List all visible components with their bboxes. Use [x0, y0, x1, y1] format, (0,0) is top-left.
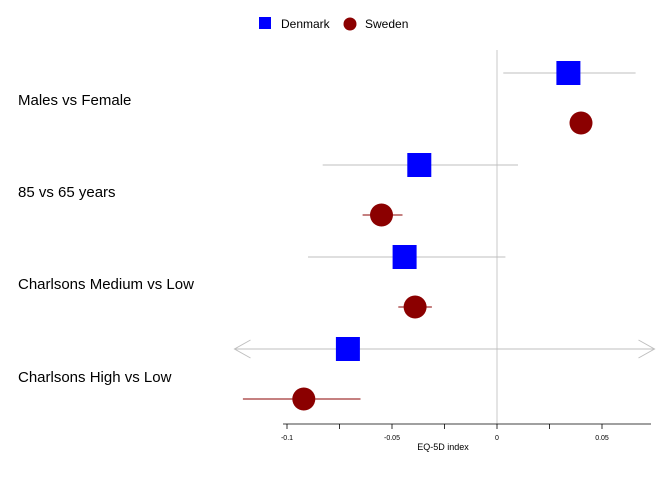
legend-denmark-swatch [259, 17, 271, 29]
legend-sweden-label: Sweden [365, 17, 408, 31]
denmark-charlsons-high-vs-low-ci-arrow-left [233, 339, 251, 359]
denmark-charlsons-medium-vs-low-estimate [392, 245, 417, 269]
x-tick-label-0: -0.1 [281, 435, 293, 442]
row-label-85-vs-65-years: 85 vs 65 years [18, 184, 116, 201]
denmark-85-vs-65-years-estimate [407, 153, 432, 177]
x-tick-label-3: 0.05 [595, 435, 609, 442]
x-axis-title: EQ-5D index [417, 442, 469, 452]
legend: Denmark Sweden [259, 17, 408, 31]
x-tick-label-1: -0.05 [384, 435, 400, 442]
plot-marks [233, 61, 656, 411]
x-tick-label-2: 0 [495, 435, 499, 442]
legend-denmark-label: Denmark [281, 17, 331, 31]
denmark-charlsons-high-vs-low-ci-arrow-right [638, 339, 656, 359]
row-label-charlsons-high-vs-low: Charlsons High vs Low [18, 369, 172, 386]
x-axis-ticks: -0.1 -0.05 0 0.05 [281, 424, 609, 442]
row-label-charlsons-medium-vs-low: Charlsons Medium vs Low [18, 276, 194, 293]
row-label-males-vs-female: Males vs Female [18, 92, 131, 109]
row-labels: Males vs Female 85 vs 65 years Charlsons… [18, 92, 194, 386]
x-axis: -0.1 -0.05 0 0.05 EQ-5D index [281, 423, 651, 452]
sweden-males-vs-female-estimate [569, 111, 593, 135]
sweden-charlsons-high-vs-low-estimate [292, 387, 316, 411]
sweden-85-vs-65-years-estimate [370, 203, 393, 227]
legend-sweden-swatch [343, 17, 357, 31]
sweden-charlsons-medium-vs-low-estimate [403, 295, 427, 319]
denmark-males-vs-female-estimate [556, 61, 581, 85]
denmark-charlsons-high-vs-low-estimate [335, 337, 360, 361]
